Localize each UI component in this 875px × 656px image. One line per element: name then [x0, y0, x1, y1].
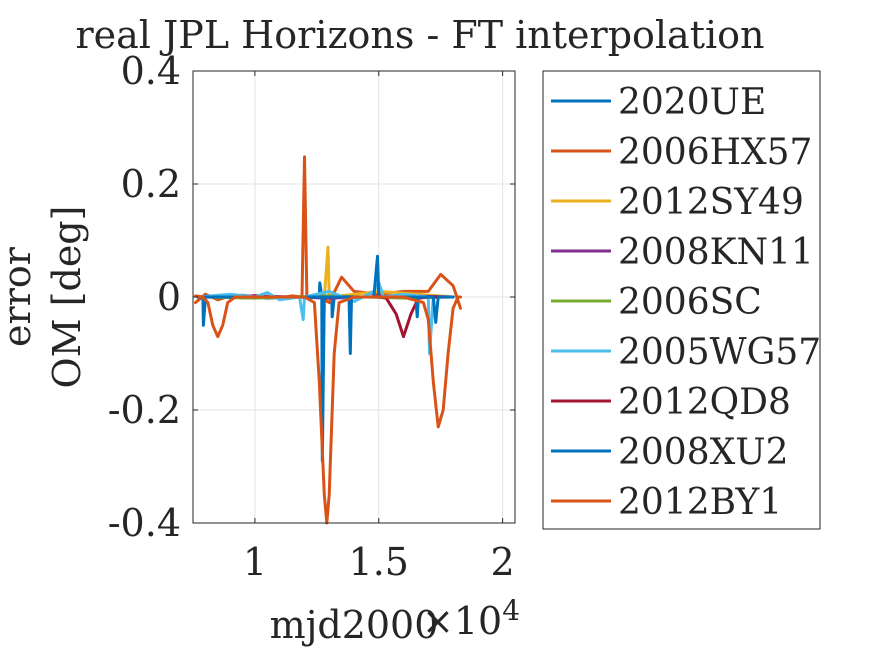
series-layer	[194, 155, 462, 525]
x-axis-exponent: ×104	[422, 594, 520, 643]
legend-label: 2008XU2	[618, 432, 789, 473]
x-tick-label: 1	[243, 540, 267, 584]
x-axis-exponent-power: 4	[502, 594, 520, 627]
series-line-2012SY49	[196, 245, 455, 299]
y-axis-label-group-2: OM [deg]	[45, 206, 89, 389]
y-tick-label: 0.4	[121, 49, 181, 93]
x-tick-label: 1.5	[349, 540, 409, 584]
legend-label: 2012BY1	[618, 482, 782, 523]
legend-label: 2012SY49	[618, 182, 804, 223]
y-tick-label: 0	[157, 275, 181, 319]
y-tick-label: 0.2	[121, 162, 181, 206]
legend-label: 2020UE	[618, 82, 766, 123]
legend-label: 2008KN11	[618, 232, 814, 273]
y-axis-label-group: error	[0, 246, 39, 347]
y-axis-label-line-1: error	[0, 246, 39, 347]
legend-label: 2012QD8	[618, 382, 791, 423]
y-tick-label: -0.2	[108, 388, 181, 432]
ticks: 1 1.5 2 -0.4 -0.2 0 0.2 0.4	[108, 49, 515, 584]
legend-label: 2006SC	[618, 282, 762, 323]
x-tick-label: 2	[491, 540, 515, 584]
legend-box	[542, 70, 821, 530]
legend-label: 2006HX57	[618, 132, 812, 173]
series-line-2012BY1	[194, 294, 462, 525]
y-tick-label: -0.4	[108, 501, 181, 545]
y-axis-label-line-2: OM [deg]	[45, 206, 89, 389]
x-axis-label: mjd2000	[270, 603, 439, 647]
legend: 2020UE 2006HX57 2012SY49 2008KN11 2006SC 2005…	[542, 70, 821, 530]
legend-label: 2005WG57	[618, 332, 821, 373]
chart-title: real JPL Horizons - FT interpolation	[76, 13, 765, 57]
x-axis-exponent-base: ×10	[422, 599, 502, 643]
